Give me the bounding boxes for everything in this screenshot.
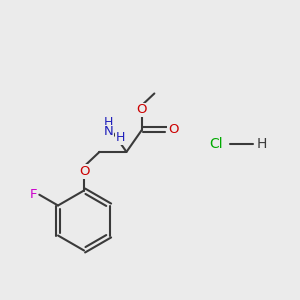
Text: H: H <box>256 137 267 151</box>
Text: F: F <box>30 188 38 201</box>
Text: H: H <box>104 116 113 129</box>
Text: Cl: Cl <box>209 137 223 151</box>
Text: O: O <box>168 123 178 136</box>
Text: O: O <box>137 103 147 116</box>
Text: H: H <box>115 131 124 144</box>
Text: O: O <box>79 165 89 178</box>
Text: N: N <box>104 125 114 138</box>
